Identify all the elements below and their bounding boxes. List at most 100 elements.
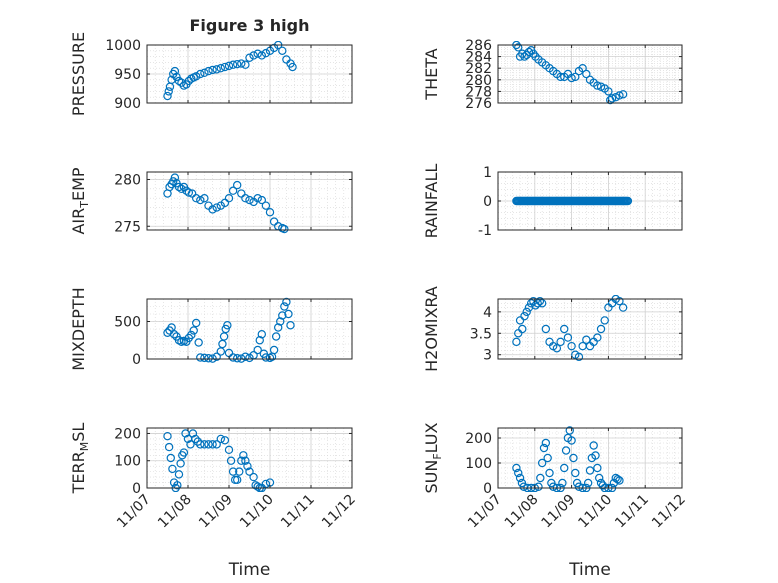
data-point — [200, 68, 209, 78]
data-point — [241, 60, 250, 69]
plot-area — [147, 428, 352, 488]
data-series — [512, 426, 624, 492]
data-point — [245, 53, 254, 62]
x-tick-label: 11/09 — [196, 492, 236, 532]
data-point — [232, 354, 242, 363]
data-point — [255, 336, 264, 345]
data-point — [284, 309, 293, 319]
data-point — [253, 49, 262, 58]
y-axis-label-tail: SL — [69, 423, 88, 442]
data-point — [561, 446, 571, 455]
data-point — [212, 352, 221, 361]
data-point — [253, 193, 262, 203]
data-point — [216, 434, 225, 444]
y-axis-label: TERRMSL — [69, 423, 91, 495]
y-tick-label: 275 — [114, 219, 141, 235]
data-point — [212, 65, 221, 74]
data-point — [249, 51, 258, 60]
data-point — [280, 224, 289, 234]
data-point — [556, 337, 565, 347]
x-axis-label: Time — [568, 560, 611, 580]
data-point — [571, 72, 580, 82]
data-point — [543, 453, 552, 463]
data-point — [595, 473, 604, 483]
y-axis-label-main: AIR — [69, 208, 88, 235]
x-tick-label: 11/08 — [502, 492, 542, 532]
data-point — [228, 467, 238, 476]
data-point — [224, 445, 234, 455]
y-tick-label: 200 — [114, 426, 141, 442]
data-point — [618, 90, 628, 99]
data-point — [261, 48, 271, 58]
data-point — [593, 463, 602, 473]
y-tick-label: 1000 — [105, 38, 141, 54]
data-point — [191, 434, 200, 444]
data-point — [533, 299, 542, 308]
axes-box — [497, 44, 683, 104]
data-point — [235, 467, 244, 476]
y-axis-label-main: TERR — [69, 451, 88, 494]
y-tick-label: 900 — [114, 96, 141, 112]
data-point — [196, 440, 205, 449]
data-point — [228, 60, 238, 69]
y-tick-label: 200 — [465, 431, 492, 447]
x-tick-label: 11/11 — [612, 492, 652, 532]
data-point — [276, 317, 285, 326]
data-point — [186, 440, 195, 449]
data-point — [585, 466, 595, 475]
data-point — [245, 467, 254, 476]
data-point — [514, 468, 523, 478]
data-point — [567, 436, 576, 445]
data-point — [593, 333, 602, 342]
data-point — [245, 353, 254, 363]
data-point — [560, 463, 569, 473]
data-point — [200, 193, 209, 203]
subplot-rainfall: -1 0 1 RAINFALL — [422, 164, 683, 239]
data-point — [522, 307, 531, 317]
data-point — [241, 352, 250, 361]
data-point — [216, 347, 225, 356]
data-point — [212, 203, 221, 212]
data-point — [515, 473, 525, 483]
data-point — [223, 321, 232, 330]
y-tick-label: 282 — [465, 61, 492, 77]
data-point — [174, 76, 184, 86]
y-tick-label: 500 — [114, 315, 141, 331]
data-point — [169, 330, 179, 339]
y-axis-label-main: RAINFALL — [422, 164, 441, 239]
axes-box — [146, 427, 353, 489]
data-series — [163, 173, 289, 234]
data-point — [200, 440, 209, 449]
axes-box — [497, 427, 683, 489]
data-point — [224, 61, 234, 71]
data-point — [237, 189, 246, 198]
data-point — [589, 441, 598, 450]
data-point — [232, 475, 242, 485]
y-tick-label: 4 — [483, 305, 492, 321]
subplot-mixdepth: 0 500 MIXDEPTH — [69, 287, 353, 371]
data-point — [591, 451, 600, 460]
data-point — [172, 72, 181, 82]
data-point — [170, 66, 180, 76]
subplot-air-emp: 275 280 AIRTEMP — [69, 167, 353, 235]
y-axis-label-main: THETA — [422, 48, 441, 100]
data-series — [163, 297, 295, 363]
y-axis-label: PRESSURE — [69, 32, 88, 116]
data-point — [539, 443, 549, 453]
y-axis-label-tail: EMP — [69, 167, 88, 201]
data-point — [241, 193, 250, 203]
data-point — [221, 324, 230, 334]
data-point — [220, 62, 230, 72]
data-point — [257, 195, 266, 205]
data-point — [191, 193, 201, 203]
data-point — [220, 436, 230, 445]
y-tick-label: 950 — [114, 67, 141, 83]
data-point — [545, 468, 554, 478]
y-tick-label: 3 — [483, 348, 492, 364]
data-point — [563, 333, 573, 342]
data-series — [512, 41, 628, 105]
data-point — [613, 475, 622, 484]
data-point — [212, 440, 221, 449]
